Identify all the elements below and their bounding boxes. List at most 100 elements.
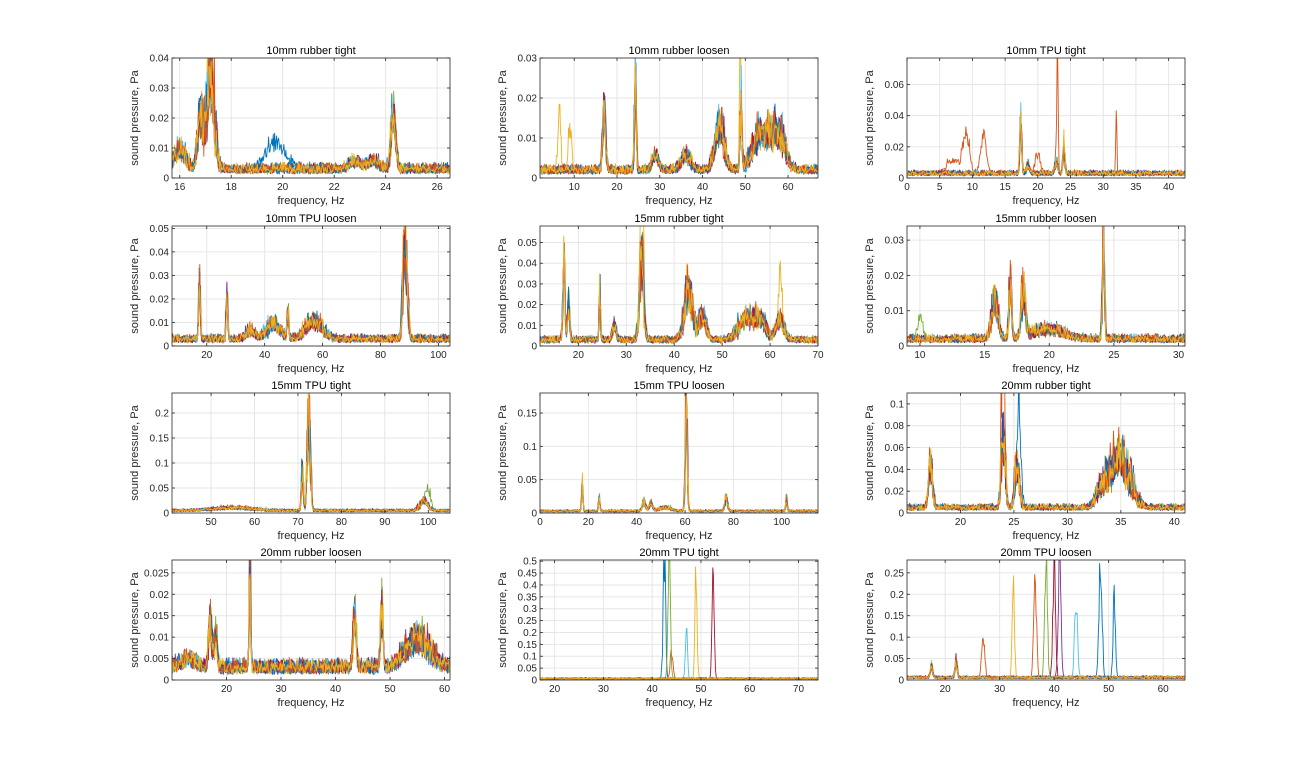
subplot: 20 30 40 50 60 0 0.005 0.01 0.015 0.02 0.025 20mm r…	[129, 547, 451, 709]
series-line	[172, 395, 450, 513]
y-tick-label: 0.05	[518, 475, 538, 486]
trace-group	[172, 393, 450, 513]
y-tick-label: 0.45	[518, 569, 538, 580]
x-axis-label: frequency, Hz	[645, 195, 712, 207]
y-axis-label: sound pressure, Pa	[864, 237, 876, 333]
x-tick-label: 40	[1163, 182, 1175, 193]
trace-group	[540, 226, 818, 344]
plot-area	[907, 58, 1185, 178]
y-axis-label: sound pressure, Pa	[864, 69, 876, 165]
y-tick-label: 0	[163, 342, 169, 353]
y-axis-label: sound pressure, Pa	[864, 404, 876, 500]
x-tick-label: 50	[717, 350, 729, 361]
x-tick-label: 15	[979, 350, 991, 361]
series-line	[907, 434, 1185, 512]
x-tick-label: 30	[1062, 517, 1074, 528]
x-tick-label: 25	[1008, 517, 1020, 528]
y-tick-label: 0.1	[523, 652, 537, 663]
y-tick-label: 0.02	[885, 271, 905, 282]
x-tick-label: 40	[631, 517, 643, 528]
axes-box	[171, 225, 451, 347]
y-axis-label: sound pressure, Pa	[497, 237, 509, 333]
y-tick-label: 0.04	[885, 111, 905, 122]
subplot: 0 5 10 15 20 25 30 35 40 0 0.02 0.04 0.06 10mm TPU ti…	[864, 45, 1186, 207]
trace-group	[907, 393, 1185, 512]
x-tick-label: 0	[904, 182, 910, 193]
plot-area	[540, 560, 818, 680]
y-tick-label: 0.3	[523, 604, 537, 615]
plot-area	[172, 560, 450, 680]
x-tick-label: 90	[379, 517, 391, 528]
y-tick-label: 0.1	[890, 633, 904, 644]
y-tick-label: 0	[531, 509, 537, 520]
y-tick-label: 0	[898, 509, 904, 520]
x-axis-label: frequency, Hz	[1012, 195, 1079, 207]
y-tick-label: 0.2	[155, 409, 169, 420]
y-tick-label: 0	[531, 676, 537, 687]
x-tick-label: 18	[226, 182, 238, 193]
x-tick-label: 50	[206, 517, 218, 528]
x-tick-label: 20	[583, 517, 595, 528]
x-tick-label: 15	[1000, 182, 1012, 193]
x-tick-label: 40	[697, 182, 709, 193]
y-tick-label: 0.06	[885, 443, 905, 454]
series-line	[172, 560, 450, 675]
y-tick-label: 0.2	[890, 590, 904, 601]
y-axis-label: sound pressure, Pa	[497, 571, 509, 667]
y-tick-label: 0	[898, 676, 904, 687]
trace-group	[172, 226, 450, 344]
y-tick-label: 0.01	[150, 633, 170, 644]
x-tick-label: 60	[249, 517, 261, 528]
y-axis-label: sound pressure, Pa	[497, 404, 509, 500]
x-tick-label: 30	[994, 684, 1006, 695]
x-tick-label: 40	[330, 684, 342, 695]
y-tick-label: 0.02	[150, 114, 170, 125]
axes-box	[539, 57, 819, 179]
x-tick-label: 60	[782, 182, 794, 193]
trace-group	[907, 560, 1185, 680]
x-tick-label: 70	[812, 350, 824, 361]
x-axis-label: frequency, Hz	[1012, 530, 1079, 542]
chart-title: 20mm TPU loosen	[1001, 547, 1092, 559]
x-tick-label: 40	[647, 684, 659, 695]
y-tick-label: 0.01	[885, 306, 905, 317]
subplot: 10 20 30 40 50 60 0 0.01 0.02 0.03 10mm rubber loo…	[497, 45, 819, 207]
y-tick-label: 0.03	[518, 279, 538, 290]
y-tick-label: 0	[163, 509, 169, 520]
y-tick-label: 0.5	[523, 557, 537, 568]
y-tick-label: 0.02	[518, 300, 538, 311]
y-tick-label: 0.015	[144, 611, 169, 622]
y-tick-label: 0.25	[885, 568, 905, 579]
y-tick-label: 0.01	[150, 318, 170, 329]
chart-title: 15mm TPU tight	[271, 380, 350, 392]
y-tick-label: 0	[163, 174, 169, 185]
x-tick-label: 35	[1130, 182, 1142, 193]
subplot: 20 30 40 50 60 0 0.05 0.1 0.15 0.2 0.25 20mm TPU lo…	[864, 547, 1186, 709]
y-tick-label: 0.04	[885, 465, 905, 476]
x-tick-label: 100	[430, 350, 447, 361]
x-axis-label: frequency, Hz	[645, 697, 712, 709]
y-tick-label: 0.1	[155, 459, 169, 470]
series-line	[540, 235, 818, 344]
x-tick-label: 30	[1173, 350, 1185, 361]
x-tick-label: 40	[1169, 517, 1181, 528]
x-tick-label: 20	[549, 684, 561, 695]
y-tick-label: 0.08	[885, 421, 905, 432]
x-tick-label: 70	[292, 517, 304, 528]
chart-title: 20mm TPU tight	[639, 547, 718, 559]
trace-group	[907, 58, 1185, 177]
subplot: 50 60 70 80 90 100 0 0.05 0.1 0.15 0.2 15mm TPU tig…	[129, 380, 451, 542]
axes-box	[906, 559, 1186, 681]
x-tick-label: 60	[317, 350, 329, 361]
trace-group	[172, 560, 450, 675]
subplot: 16 18 20 22 24 26 0 0.01 0.02 0.03 0.04 10mm rubber…	[129, 45, 451, 207]
x-tick-label: 20	[1044, 350, 1056, 361]
y-tick-label: 0.04	[518, 259, 538, 270]
y-tick-label: 0.02	[150, 294, 170, 305]
x-axis-label: frequency, Hz	[1012, 697, 1079, 709]
y-tick-label: 0.01	[518, 321, 538, 332]
x-tick-label: 50	[1103, 684, 1115, 695]
y-axis-label: sound pressure, Pa	[129, 404, 141, 500]
x-tick-label: 20	[1032, 182, 1044, 193]
